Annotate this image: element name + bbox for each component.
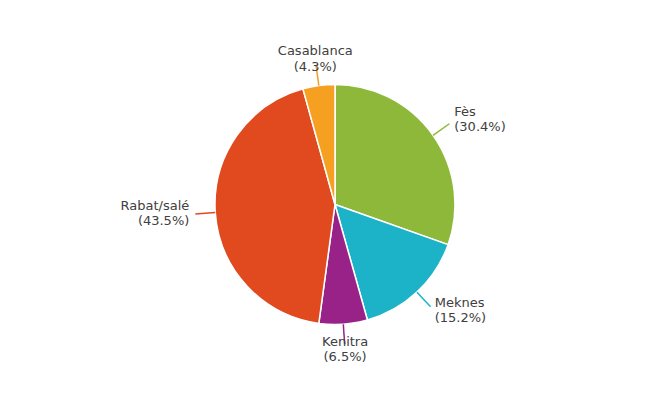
svg-text:Rabat/salé(43.5%): Rabat/salé(43.5%) — [121, 198, 190, 229]
svg-text:Kenitra(6.5%): Kenitra(6.5%) — [322, 334, 368, 365]
svg-text:Casablanca(4.3%): Casablanca(4.3%) — [278, 43, 353, 74]
svg-text:Fès(30.4%): Fès(30.4%) — [454, 104, 505, 135]
svg-text:Meknes(15.2%): Meknes(15.2%) — [435, 295, 486, 326]
